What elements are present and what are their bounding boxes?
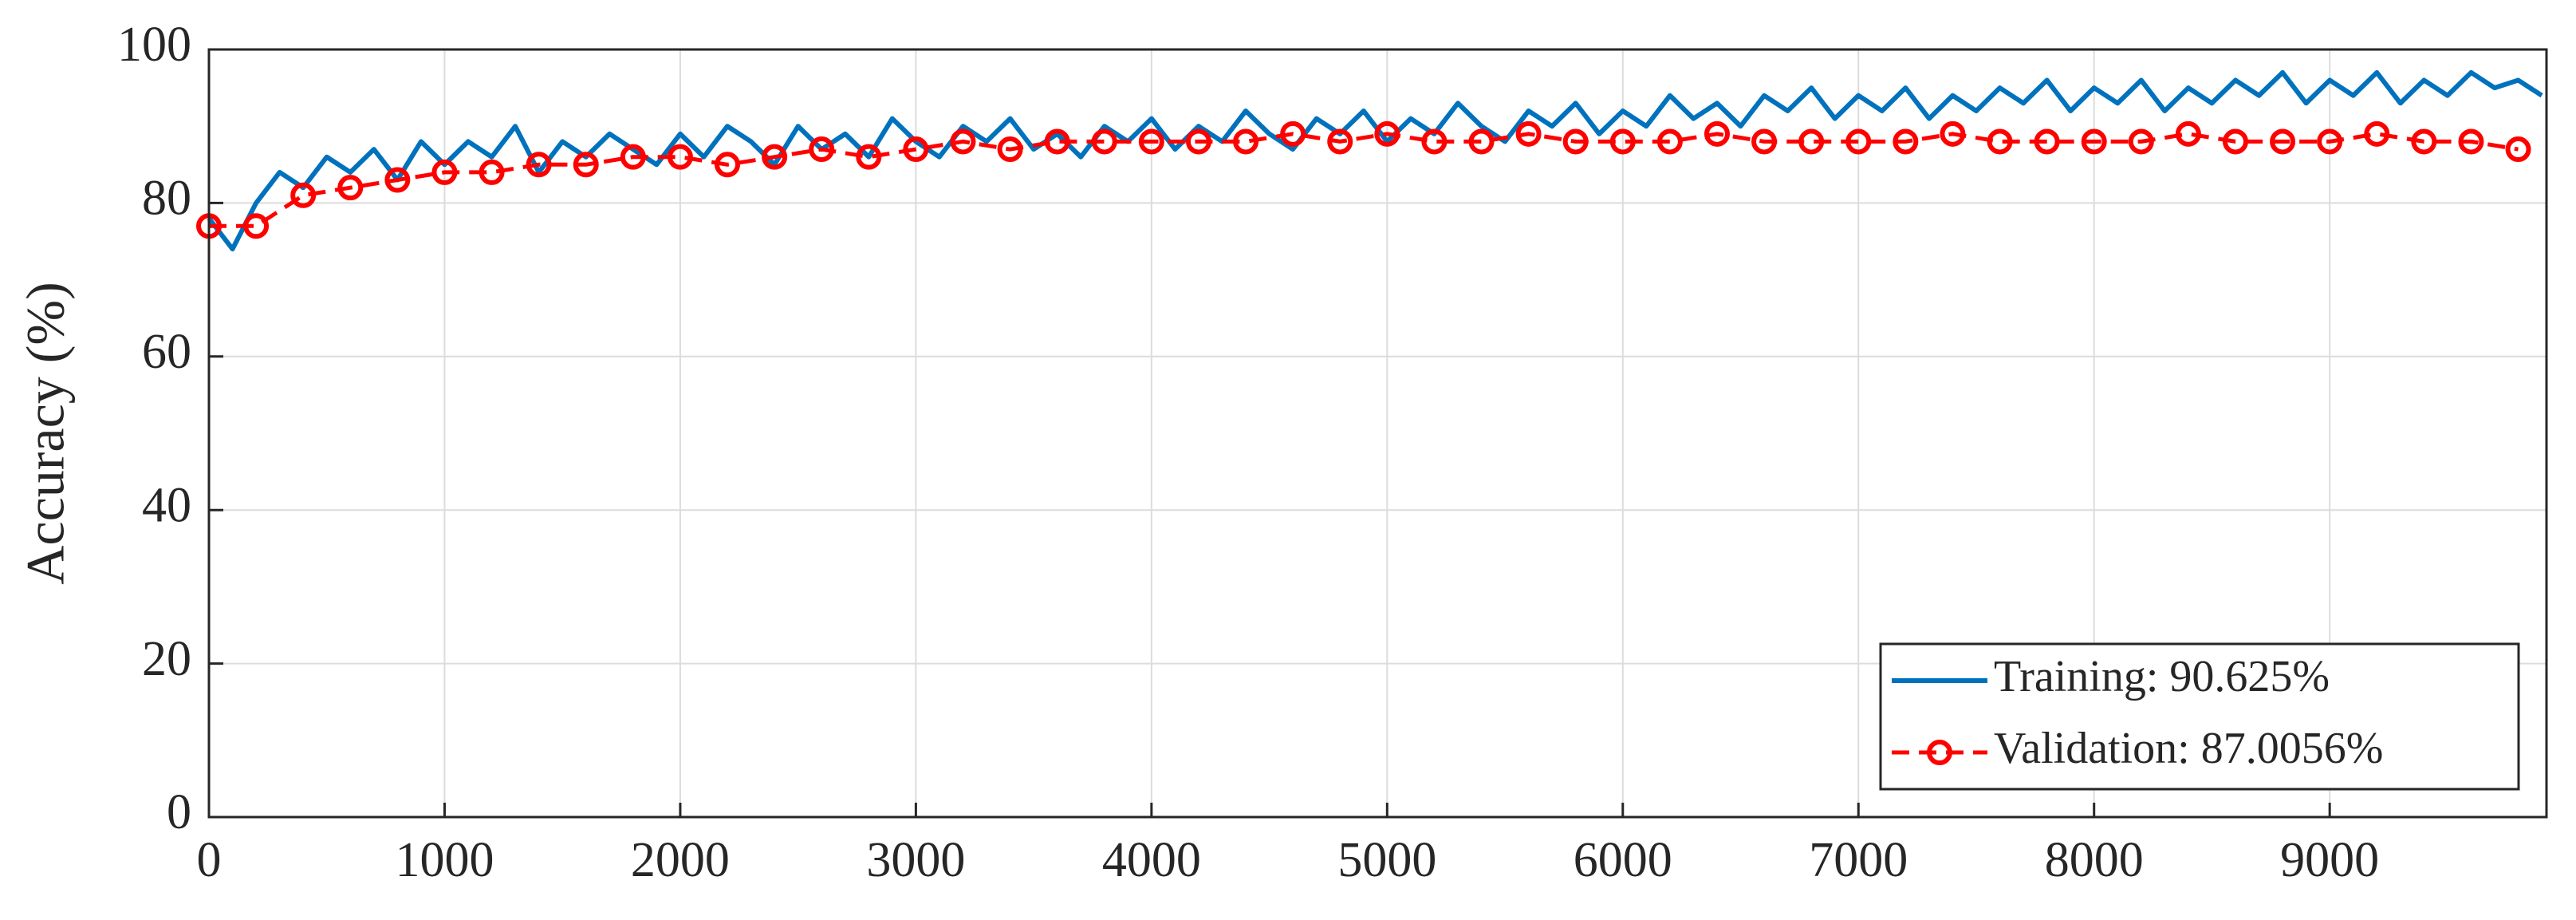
marker [1044, 128, 1070, 155]
marker [1185, 128, 1211, 155]
marker [1798, 128, 1825, 155]
y-tick-label: 100 [117, 18, 191, 72]
marker [856, 144, 882, 170]
marker [1704, 120, 1730, 147]
marker [2505, 136, 2531, 163]
marker [1609, 128, 1636, 155]
marker [384, 167, 411, 193]
y-axis-label: Accuracy (%) [15, 282, 76, 584]
marker [950, 128, 976, 155]
marker [903, 136, 929, 163]
marker [1845, 128, 1872, 155]
y-tick-label: 0 [167, 785, 191, 839]
marker [1421, 128, 1448, 155]
marker [2175, 120, 2201, 147]
marker [620, 144, 646, 170]
x-tick-label: 0 [197, 833, 222, 887]
marker [2270, 128, 2296, 155]
marker [1751, 128, 1778, 155]
marker [809, 136, 835, 163]
x-tick-label: 9000 [2280, 833, 2379, 887]
marker [479, 159, 505, 185]
x-tick-label: 3000 [866, 833, 965, 887]
marker [715, 152, 741, 178]
y-tick-label: 60 [142, 325, 191, 379]
legend-label: Training: 90.625% [1994, 652, 2330, 701]
marker [2222, 128, 2248, 155]
legend-marker [1927, 740, 1952, 765]
x-tick-label: 5000 [1337, 833, 1436, 887]
marker [2411, 128, 2437, 155]
marker [2458, 128, 2484, 155]
marker [1327, 128, 1353, 155]
series-line [207, 69, 2543, 252]
marker [2317, 128, 2343, 155]
marker [1940, 120, 1966, 147]
legend-label: Validation: 87.0056% [1994, 724, 2383, 773]
marker [2364, 120, 2390, 147]
marker [1374, 120, 1400, 147]
marker [1656, 128, 1683, 155]
marker [1091, 128, 1117, 155]
marker [1468, 128, 1495, 155]
marker [573, 152, 599, 178]
marker [337, 175, 364, 201]
x-tick-label: 4000 [1102, 833, 1201, 887]
marker [1987, 128, 2013, 155]
x-tick-label: 2000 [631, 833, 730, 887]
y-tick-label: 20 [142, 632, 191, 686]
marker [2128, 128, 2154, 155]
marker [667, 144, 693, 170]
legend-box [1879, 642, 2520, 791]
y-tick-label: 80 [142, 172, 191, 226]
marker [2081, 128, 2107, 155]
marker [243, 213, 270, 239]
marker [526, 152, 552, 178]
x-tick-label: 6000 [1574, 833, 1672, 887]
marker [1515, 120, 1542, 147]
marker [997, 136, 1023, 163]
x-tick-label: 1000 [395, 833, 494, 887]
y-tick-label: 40 [142, 478, 191, 532]
marker [431, 159, 458, 185]
x-tick-label: 7000 [1809, 833, 1908, 887]
plot-frame [207, 48, 2548, 819]
series-line [209, 132, 2519, 228]
marker [2034, 128, 2060, 155]
marker [1893, 128, 1919, 155]
marker [290, 182, 317, 208]
marker [1280, 120, 1306, 147]
marker [762, 144, 788, 170]
marker [1233, 128, 1259, 155]
marker [1562, 128, 1589, 155]
marker [1138, 128, 1164, 155]
x-tick-label: 8000 [2045, 833, 2144, 887]
